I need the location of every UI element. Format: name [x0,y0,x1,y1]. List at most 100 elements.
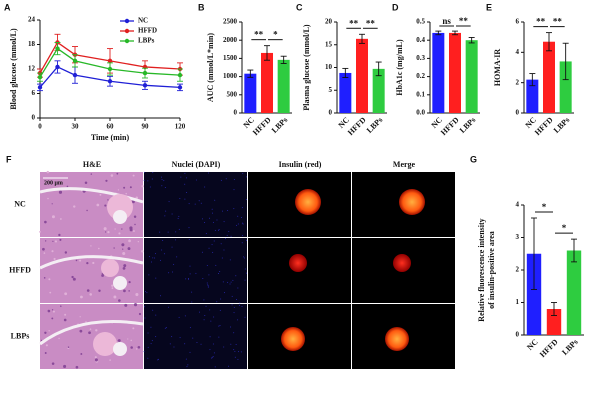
bar [372,68,385,113]
tissue-dot [103,227,107,231]
nucleus-dot [161,249,163,251]
nucleus-dot [205,232,207,234]
micrograph [143,171,247,237]
tissue-dot [128,290,130,292]
nucleus-dot [150,343,152,345]
y-tick-label: 0 [329,109,333,117]
nucleus-dot [152,257,154,259]
tissue-dot [114,228,116,230]
x-tick-label: LBPs [270,115,290,135]
nucleus-dot [177,217,179,219]
tissue-dot [42,247,45,251]
nucleus-dot [173,263,175,265]
x-tick-label: 90 [142,123,150,131]
tissue-dot [67,346,70,348]
y-tick-label: 2500 [223,18,238,26]
nucleus-dot [211,244,213,246]
nucleus-dot [218,325,220,327]
islet [107,194,133,220]
micrograph [352,238,455,303]
nucleus-dot [159,259,161,261]
nucleus-dot [144,306,146,308]
nucleus-dot [164,186,166,188]
tissue-dot [95,329,98,332]
nucleus-dot [231,295,233,297]
y-tick-label: 1 [516,298,520,306]
nucleus-dot [237,319,239,321]
nucleus-dot [215,264,217,266]
y-tick-label: 6 [32,89,36,97]
y-tick-label: 18 [28,40,36,48]
error-bar [359,33,365,44]
row-label: NC [14,199,26,208]
point [72,58,78,64]
tissue-dot [51,317,54,320]
tissue-dot [63,364,67,368]
nucleus-dot [237,215,239,217]
tissue-dot [52,310,55,313]
nucleus-dot [235,298,237,300]
tissue-dot [94,358,98,362]
error-bar [342,67,349,78]
nucleus-dot [232,279,234,281]
x-tick-label: HFFD [533,115,555,137]
nucleus-dot [209,349,211,351]
nucleus-dot [219,270,221,272]
y-axis-label: HOMA-IR [493,49,502,87]
y-tick-label: 4 [516,201,520,209]
nucleus-dot [189,327,191,329]
vessel [113,342,127,356]
tissue-dot [64,292,68,296]
nucleus-dot [175,239,177,241]
error-bar [247,69,254,78]
nucleus-dot [235,344,237,346]
nucleus-dot [191,291,193,293]
nucleus-dot [175,231,177,233]
nucleus-dot [211,356,213,358]
vessel [113,210,127,224]
nucleus-dot [216,301,218,303]
nucleus-dot [212,356,214,358]
nucleus-dot [208,217,210,219]
tissue-dot [48,278,51,281]
legend-entry: NC [120,17,148,25]
micrograph [144,238,248,304]
nucleus-dot [203,319,205,321]
nucleus-dot [155,336,157,338]
nucleus-dot [161,176,163,178]
point [37,74,43,80]
y-axis-label: AUC (mmol/L*min) [206,33,215,102]
tissue-dot [96,203,100,207]
bar [526,79,539,113]
point [107,79,113,84]
nucleus-dot [184,343,186,345]
panel-letter: C [296,2,303,12]
tissue-dot [64,313,67,316]
bar [244,73,257,113]
tissue-dot [107,199,109,201]
y-tick-label: 0 [32,114,36,122]
bar [559,61,572,113]
nucleus-dot [219,324,221,326]
nucleus-dot [228,365,230,367]
tissue-dot [111,287,114,290]
nucleus-dot [223,221,225,223]
tissue-dot [47,197,49,200]
tissue-dot [90,173,93,175]
nucleus-dot [245,198,247,200]
tissue-dot [51,250,54,253]
nucleus-dot [195,272,197,274]
point [37,85,43,90]
tissue-dot [49,291,52,294]
tissue-dot [43,277,46,279]
nucleus-dot [202,277,204,279]
tissue-dot [141,250,144,253]
nucleus-dot [218,336,220,338]
y-tick-label: 3 [516,233,520,241]
nucleus-dot [200,202,202,204]
nucleus-dot [244,279,246,281]
nucleus-dot [236,224,238,226]
nucleus-dot [235,275,237,277]
nucleus-dot [186,191,188,193]
point [107,66,113,72]
